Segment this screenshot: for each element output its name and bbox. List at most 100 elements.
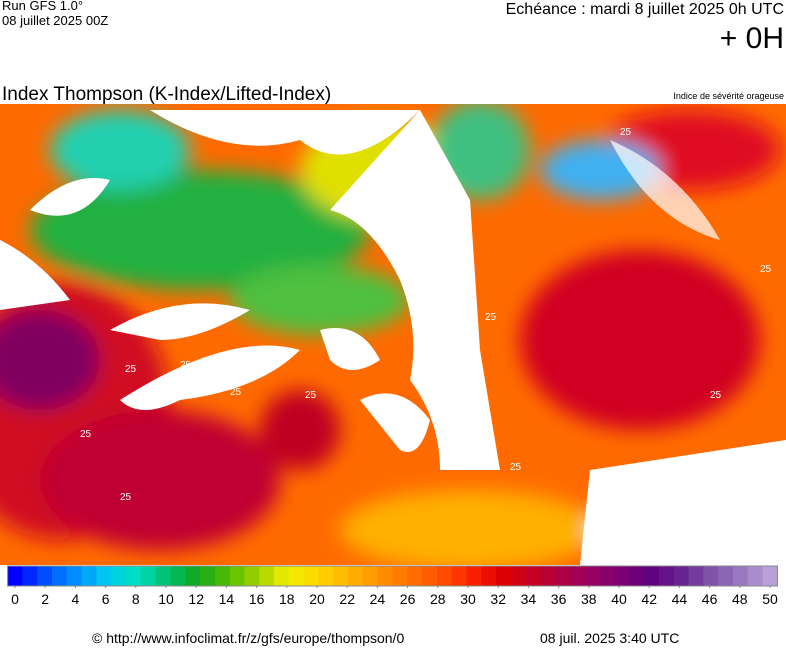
colorbar-tick-label: 28 [430,591,446,607]
colorbar-swatch [451,566,468,586]
colorbar-swatch [540,566,556,586]
colorbar-swatch [762,566,778,586]
model-label: Run GFS 1.0° [2,0,83,13]
colorbar-tick-label: 8 [132,591,140,607]
source-label: © http://www.infoclimat.fr/z/gfs/europe/… [92,630,404,646]
colorbar-swatch [200,566,216,586]
contour-label: 25 [230,387,242,398]
contour-label: 25 [710,390,722,401]
colorbar-swatch [377,566,393,586]
colorbar-swatch [555,566,571,586]
colorbar-swatch [481,566,497,586]
colorbar: 0 2 4 6 8 10 12 14 16 18 20 22 24 26 28 30 32 34 36 38 40 42 4… [7,565,778,607]
colorbar-tick-label: 48 [732,591,748,607]
colorbar-swatch [673,566,690,586]
colorbar-tick-label: 20 [309,591,325,607]
colorbar-swatch [318,566,334,586]
colorbar-tick-label: 38 [581,591,597,607]
colorbar-swatch [718,566,734,586]
colorbar-tick-label: 46 [702,591,718,607]
colorbar-swatch [126,566,142,586]
contour-label: 25 [305,390,317,401]
colorbar-swatch [466,566,482,586]
colorbar-tick-label: 0 [11,591,19,607]
colorbar-swatch [214,566,231,586]
contour-label: 25 [760,264,772,275]
contour-label: 25 [125,364,137,375]
valid-label: Echéance : mardi 8 juillet 2025 0h UTC [506,1,784,18]
colorbar-swatch [22,566,38,586]
colorbar-tick-label: 18 [279,591,295,607]
colorbar-swatch [81,566,97,586]
colorbar-tick-label: 10 [158,591,174,607]
colorbar-swatch [688,566,704,586]
colorbar-swatch [259,566,275,586]
colorbar-swatch [96,566,112,586]
colorbar-swatch [288,566,305,586]
colorbar-swatch [303,566,319,586]
colorbar-swatch [525,566,542,586]
contour-label: 25 [620,127,632,138]
colorbar-swatch [584,566,601,586]
colorbar-tick-label: 14 [219,591,235,607]
colorbar-swatch [496,566,512,586]
colorbar-swatch [362,566,379,586]
colorbar-swatch [348,566,364,586]
colorbar-swatch [644,566,660,586]
colorbar-swatch [732,566,749,586]
colorbar-swatch [422,566,438,586]
colorbar-tick-label: 6 [102,591,110,607]
colorbar-swatch [140,566,157,586]
colorbar-swatch [7,566,23,586]
colorbar-tick-label: 34 [521,591,537,607]
colorbar-tick-label: 12 [188,591,204,607]
colorbar-tick-label: 4 [72,591,80,607]
colorbar-swatch [599,566,616,586]
colorbar-tick-label: 30 [460,591,476,607]
colorbar-swatch [614,566,630,586]
colorbar-tick-label: 32 [490,591,506,607]
map-title: Index Thompson (K-Index/Lifted-Index) [2,84,331,105]
colorbar-tick-label: 50 [762,591,778,607]
colorbar-swatch [570,566,586,586]
colorbar-tick-label: 40 [611,591,627,607]
colorbar-swatch [229,566,245,586]
offset-label: + 0H [720,22,784,55]
colorbar-tick-label: 42 [641,591,657,607]
colorbar-tick-label: 36 [551,591,567,607]
colorbar-tick-label: 24 [370,591,386,607]
colorbar-swatch [52,566,68,586]
colorbar-swatch [170,566,186,586]
colorbar-tick-label: 16 [249,591,265,607]
colorbar-tick-label: 22 [339,591,355,607]
contour-label: 25 [180,360,192,371]
run-label: 08 juillet 2025 00Z [2,13,108,28]
colorbar-tick-label: 44 [672,591,688,607]
colorbar-swatch [66,566,83,586]
colorbar-tick-label: 26 [400,591,416,607]
map-field: 25 25 25 25 25 25 25 25 25 25 25 [0,104,786,565]
contour-label: 25 [485,312,497,323]
colorbar-swatch [658,566,675,586]
colorbar-swatch [333,566,349,586]
timestamp-label: 08 juil. 2025 3:40 UTC [540,630,679,646]
map-subtitle: Indice de sévérité orageuse [673,91,784,101]
colorbar-swatch [185,566,201,586]
contour-label: 25 [120,492,132,503]
colorbar-swatch [37,566,53,586]
colorbar-swatch [155,566,171,586]
contour-label: 25 [510,462,522,473]
colorbar-swatch [510,566,527,586]
colorbar-swatch [392,566,408,586]
colorbar-swatch [407,566,423,586]
colorbar-frame [7,565,778,587]
colorbar-tick-label: 2 [41,591,49,607]
colorbar-swatch [244,566,260,586]
colorbar-swatch [703,566,719,586]
colorbar-swatch [274,566,290,586]
contour-label: 25 [80,429,92,440]
colorbar-swatch [436,566,453,586]
colorbar-swatch [747,566,764,586]
